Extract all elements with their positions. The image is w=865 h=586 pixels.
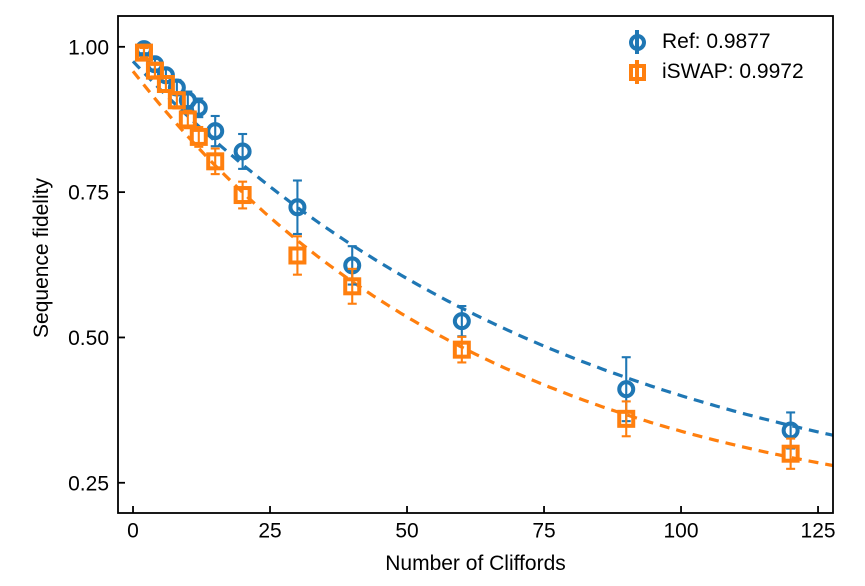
data-point: [781, 421, 800, 440]
data-point: [233, 142, 252, 161]
x-tick-label: 75: [532, 519, 555, 542]
legend: Ref: 0.9877 iSWAP: 0.9972: [620, 27, 804, 87]
series-ref: [134, 40, 800, 450]
data-point: [189, 127, 208, 146]
x-axis: 0 25 50 75 100 125: [127, 506, 836, 542]
legend-item-iswap: iSWAP: 0.9972: [620, 57, 804, 87]
data-point: [206, 152, 225, 171]
y-tick-label: 0.50: [68, 327, 109, 350]
legend-label-ref: Ref: 0.9877: [662, 30, 771, 53]
y-tick-label: 0.75: [68, 182, 109, 205]
data-point: [206, 122, 225, 141]
data-point: [145, 61, 164, 80]
x-tick-label: 25: [258, 519, 281, 542]
y-axis: 1.00 0.75 0.50 0.25: [68, 36, 125, 495]
data-point: [134, 43, 153, 62]
x-axis-label: Number of Cliffords: [385, 552, 566, 575]
series-iswap: [134, 43, 800, 470]
iswap-square-marker-icon: [620, 57, 654, 87]
plot-frame: [117, 15, 834, 514]
data-point: [617, 380, 636, 399]
x-tick-label: 0: [127, 519, 139, 542]
data-point: [156, 75, 175, 94]
data-point: [167, 91, 186, 110]
legend-label-iswap: iSWAP: 0.9972: [662, 60, 804, 83]
data-point: [178, 110, 197, 129]
data-point: [288, 246, 307, 265]
data-point: [781, 444, 800, 463]
x-tick-label: 100: [664, 519, 699, 542]
data-point: [343, 277, 362, 296]
ref-circle-marker-icon: [620, 27, 654, 57]
data-point: [452, 340, 471, 359]
y-axis-label: Sequence fidelity: [30, 178, 53, 338]
fit-curve-ref: [131, 60, 833, 437]
fit-curve-iswap: [131, 70, 833, 468]
y-tick-label: 0.25: [68, 472, 109, 495]
data-point: [452, 312, 471, 331]
x-tick-label: 125: [801, 519, 836, 542]
y-tick-label: 1.00: [68, 36, 109, 59]
data-point: [288, 198, 307, 217]
x-tick-label: 50: [395, 519, 418, 542]
data-point: [189, 98, 208, 117]
data-point: [233, 186, 252, 205]
data-point: [617, 409, 636, 428]
legend-item-ref: Ref: 0.9877: [620, 27, 804, 57]
